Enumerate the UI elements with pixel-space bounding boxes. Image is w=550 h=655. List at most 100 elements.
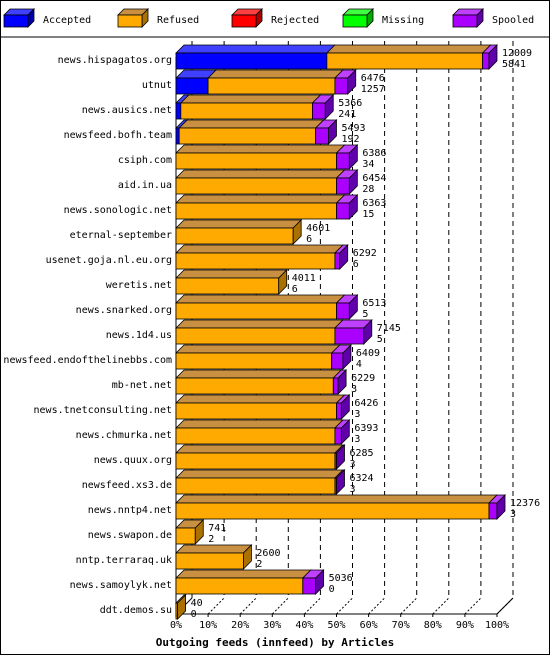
gridline-floor <box>464 597 482 615</box>
value-label-spooled: 4 <box>356 359 362 370</box>
bar-top-refused <box>179 94 322 104</box>
value-label-offered: 6324 <box>350 473 374 484</box>
category-label: weretis.net <box>106 280 172 291</box>
value-label-spooled: 241 <box>338 109 356 120</box>
bar-spooled <box>332 377 339 395</box>
legend-item-refused: Refused <box>117 8 199 28</box>
category-label: newsfeed.endofthelinebbs.com <box>3 355 172 366</box>
bar-side-spooled <box>496 494 506 520</box>
bar-spooled <box>334 327 365 345</box>
gridline-floor <box>304 597 321 615</box>
legend-item-missing: Missing <box>342 8 424 28</box>
value-label-spooled: 192 <box>341 134 359 145</box>
value-label-spooled: 6 <box>353 259 359 270</box>
bar-group-news-quux-org <box>175 444 346 470</box>
value-label-offered: 7145 <box>377 323 401 334</box>
bar-top-refused <box>175 169 346 179</box>
bar-side-spooled <box>336 444 345 470</box>
bar-spooled <box>336 177 350 195</box>
gridline-floor <box>368 597 385 615</box>
category-label: news.1d4.us <box>106 330 172 341</box>
bar-side-refused <box>278 269 288 295</box>
value-label-spooled: 28 <box>362 184 374 195</box>
value-label-offered: 4011 <box>292 273 316 284</box>
category-label: csiph.com <box>118 155 172 166</box>
bar-spooled <box>302 577 317 595</box>
bar-side-spooled <box>328 119 337 145</box>
bar-refused <box>175 527 196 545</box>
legend-item-accepted: Accepted <box>3 8 91 28</box>
legend-label: Missing <box>382 15 424 26</box>
bar-top-refused <box>175 394 346 404</box>
bar-refused <box>175 152 337 170</box>
value-label-offered: 6409 <box>356 348 380 359</box>
value-label-spooled: 2 <box>256 559 262 570</box>
value-label-spooled: 0 <box>329 584 335 595</box>
bar-group-utnut <box>175 69 357 95</box>
bar-side-spooled <box>348 294 358 320</box>
bar-group-news-hispagatos-org <box>175 44 498 70</box>
bar-refused <box>175 502 490 520</box>
x-tick-label: 70% <box>392 620 410 631</box>
category-label: news.ausics.net <box>82 105 172 116</box>
legend-item-rejected: Rejected <box>231 8 319 28</box>
value-label-offered: 6229 <box>351 373 375 384</box>
bar-top-refused <box>175 344 341 354</box>
value-label-offered: 12376 <box>510 498 540 509</box>
bar-side-spooled <box>315 569 325 595</box>
legend-swatch <box>452 14 478 28</box>
bar-refused <box>175 327 336 345</box>
value-label-spooled: 1257 <box>361 84 385 95</box>
value-label-offered: 5366 <box>338 98 362 109</box>
bar-top-refused <box>175 444 344 454</box>
bar-top-refused <box>175 144 346 154</box>
category-label: news.samoylyk.net <box>70 580 172 591</box>
bar-spooled <box>334 77 349 95</box>
bar-side-refused <box>194 519 204 545</box>
bar-top-refused <box>175 294 346 304</box>
bar-top-refused <box>175 569 312 579</box>
category-label: mb-net.net <box>112 380 172 391</box>
bar-refused <box>175 352 333 370</box>
bar-group-aid-in-ua <box>175 169 359 195</box>
value-label-offered: 6285 <box>350 448 374 459</box>
bar-refused <box>175 477 336 495</box>
bar-refused <box>175 177 337 195</box>
category-label: newsfeed.bofh.team <box>64 130 172 141</box>
legend-label: Spooled <box>492 15 534 26</box>
bar-spooled <box>334 427 342 445</box>
bar-refused <box>180 102 313 120</box>
bar-spooled <box>312 102 326 120</box>
bar-spooled <box>482 52 490 70</box>
bar-side-spooled <box>340 394 350 420</box>
gridline-floor <box>271 597 289 615</box>
value-label-offered: 6386 <box>362 148 386 159</box>
bar-spooled <box>331 352 344 370</box>
x-tick-label: 50% <box>327 620 345 631</box>
x-tick-label: 20% <box>231 620 249 631</box>
value-label-spooled: 3 <box>350 459 356 470</box>
bar-side-spooled <box>342 344 352 370</box>
value-label-spooled: 6 <box>292 284 298 295</box>
value-label-offered: 6513 <box>362 298 386 309</box>
x-axis-title: Outgoing feeds (innfeed) by Articles <box>156 636 394 649</box>
bar-group-usenet-goja-nl-eu-org <box>175 244 349 270</box>
category-label: news.sonologic.net <box>64 205 172 216</box>
bar-refused <box>175 452 336 470</box>
bar-refused <box>175 402 337 420</box>
value-label-offered: 4601 <box>306 223 330 234</box>
x-tick-label: 10% <box>199 620 217 631</box>
bar-side-spooled <box>363 319 373 345</box>
x-tick-label: 60% <box>360 620 378 631</box>
value-label-offered: 6476 <box>361 73 385 84</box>
category-label: news.swapon.de <box>88 530 172 541</box>
bar-group-newsfeed-bofh-team <box>175 119 338 145</box>
value-label-spooled: 5 <box>377 334 383 345</box>
category-label: news.tnetconsulting.net <box>34 405 172 416</box>
category-label: ddt.demos.su <box>100 605 172 616</box>
legend-swatch <box>3 14 29 28</box>
bar-refused <box>175 277 280 295</box>
bar-side-refused <box>177 594 187 620</box>
value-label-offered: 6363 <box>362 198 386 209</box>
legend-label: Rejected <box>271 15 319 26</box>
